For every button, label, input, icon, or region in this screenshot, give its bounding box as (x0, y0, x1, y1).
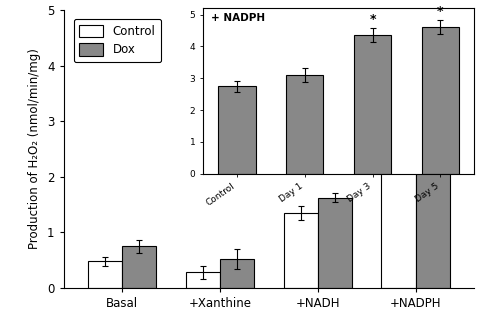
Text: + NADPH: + NADPH (211, 13, 264, 23)
Y-axis label: Production of H₂O₂ (nmol/min/mg): Production of H₂O₂ (nmol/min/mg) (28, 49, 41, 249)
Bar (185, 272, 220, 288)
Bar (283, 213, 317, 288)
Text: *: * (454, 75, 464, 94)
Bar (285, 75, 323, 174)
Bar (220, 259, 254, 288)
Bar (353, 35, 390, 174)
Bar (381, 135, 415, 288)
Bar (415, 129, 449, 288)
Bar (218, 86, 255, 174)
Text: *: * (436, 5, 443, 18)
Legend: Control, Dox: Control, Dox (73, 19, 161, 62)
Bar (88, 261, 122, 288)
Bar (122, 246, 156, 288)
Bar (421, 27, 458, 174)
Text: *: * (368, 13, 375, 26)
Bar (317, 198, 351, 288)
